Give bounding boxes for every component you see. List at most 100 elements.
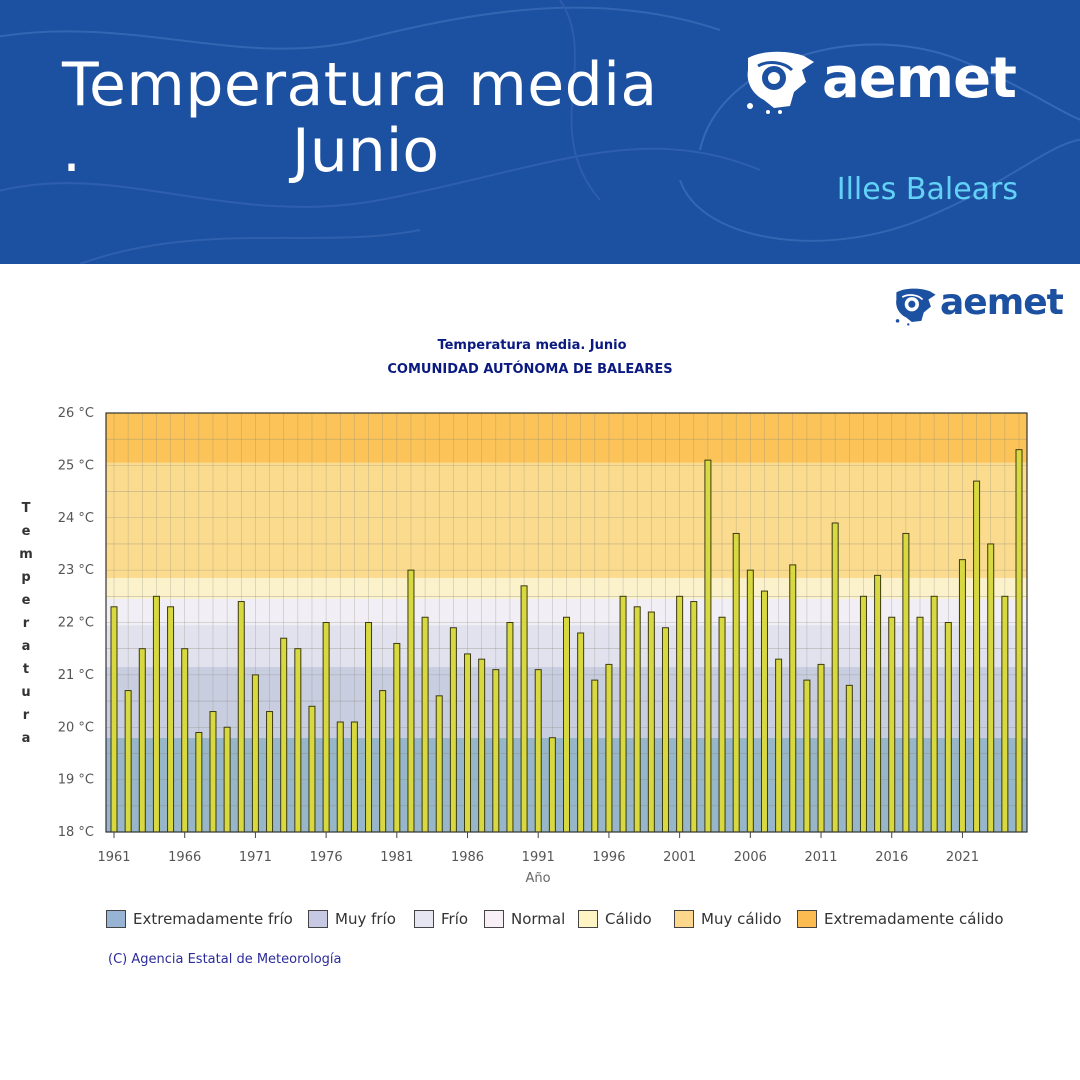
x-tick-label: 2001: [663, 850, 696, 865]
bar-1967: [195, 731, 203, 833]
y-tick-label: 25 °C: [58, 458, 94, 473]
bar-1968: [209, 711, 217, 833]
bar-2019: [930, 595, 938, 833]
y-tick-label: 21 °C: [58, 668, 94, 683]
bar-1966: [181, 648, 189, 833]
band-6: [106, 413, 1027, 463]
legend-item: Frío: [414, 906, 468, 932]
x-tick-label: 1991: [522, 850, 555, 865]
y-tick-label: 19 °C: [58, 773, 94, 788]
bar-1994: [577, 632, 585, 833]
banner-title-line-1: Temperatura media: [62, 50, 658, 120]
bar-2013: [845, 684, 853, 833]
band-5: [106, 462, 1027, 578]
aemet-banner-logo: aemet: [744, 46, 1024, 114]
bar-1987: [478, 658, 486, 833]
bar-1989: [506, 622, 514, 833]
bar-2014: [859, 595, 867, 833]
bar-1998: [633, 606, 641, 833]
legend-item: Muy cálido: [674, 906, 782, 932]
aemet-chart-logo: aemet: [894, 282, 1080, 328]
banner-swirl-decoration: [0, 0, 1080, 264]
bar-2025: [1015, 449, 1023, 833]
y-axis-label-char: e: [22, 524, 31, 539]
bar-1970: [237, 601, 245, 833]
legend-label: Extremadamente cálido: [824, 910, 1004, 928]
y-axis-label-char: T: [22, 501, 31, 516]
bar-1979: [365, 622, 373, 833]
x-tick-label: 2011: [804, 850, 837, 865]
bar-2024: [1001, 595, 1009, 833]
y-axis-label-char: m: [19, 547, 33, 562]
bar-1993: [563, 616, 570, 833]
bar-1973: [280, 637, 288, 833]
bar-1991: [534, 669, 542, 833]
x-tick-label: 1996: [592, 850, 625, 865]
bar-1969: [223, 726, 231, 833]
y-tick-label: 20 °C: [58, 720, 94, 735]
bar-2004: [718, 616, 726, 833]
bar-2010: [803, 679, 811, 833]
y-axis-label: Temperatura: [19, 501, 33, 746]
bar-2018: [916, 616, 924, 833]
legend-item: Extremadamente cálido: [797, 906, 1004, 932]
bar-1988: [492, 669, 500, 833]
x-tick-label: 1986: [451, 850, 484, 865]
legend-swatch: [797, 910, 817, 928]
y-axis-label-char: r: [23, 708, 30, 723]
x-axis-ticks: 1961 1966 1971 1976 1981 1986 1991 1996 2001 2006…: [97, 832, 979, 865]
y-axis-label-char: e: [22, 593, 31, 608]
bar-1975: [308, 705, 316, 833]
legend-label: Frío: [441, 910, 469, 928]
chart-legend: Extremadamente frío Muy frío Frío Normal Cál…: [106, 906, 1046, 932]
bar-1963: [138, 648, 146, 833]
bar-2005: [732, 532, 740, 833]
x-tick-label: 1976: [310, 850, 343, 865]
bar-2003: [704, 459, 712, 833]
bar-1983: [421, 616, 429, 833]
legend-swatch: [484, 910, 504, 928]
temperature-bar-chart: Temperatura media. Junio COMUNIDAD AUTÓN…: [19, 338, 1028, 886]
bar-1964: [152, 595, 160, 833]
bar-2012: [831, 522, 839, 833]
legend-item: Muy frío: [308, 906, 396, 932]
bar-2011: [817, 663, 825, 833]
banner-title-dot: .: [62, 116, 82, 186]
legend-item: Cálido: [578, 906, 652, 932]
legend-label: Cálido: [605, 910, 652, 928]
x-tick-label: 1971: [239, 850, 272, 865]
aemet-logo-icon: [747, 51, 814, 114]
bar-1990: [520, 585, 528, 833]
bar-2015: [874, 574, 882, 833]
bar-2009: [789, 564, 797, 833]
legend-swatch: [674, 910, 694, 928]
y-tick-label: 18 °C: [58, 825, 94, 840]
bar-1986: [464, 653, 472, 833]
bar-2001: [676, 595, 684, 833]
bar-1995: [591, 679, 599, 833]
bar-1982: [407, 569, 415, 833]
y-tick-label: 23 °C: [58, 563, 94, 578]
chart-title: Temperatura media. Junio: [437, 338, 626, 353]
legend-label: Muy cálido: [701, 910, 782, 928]
bar-1997: [619, 595, 627, 833]
bar-1971: [251, 674, 259, 833]
banner-title-line-2: Junio: [292, 116, 440, 186]
bar-2021: [958, 559, 966, 833]
bar-2016: [888, 616, 896, 833]
x-tick-label: 1981: [380, 850, 413, 865]
legend-label: Normal: [511, 910, 566, 928]
bar-1980: [379, 690, 387, 833]
y-axis-label-char: u: [21, 685, 30, 700]
legend-label: Extremadamente frío: [133, 910, 293, 928]
bar-1974: [294, 648, 302, 833]
bar-1972: [266, 711, 274, 833]
legend-swatch: [308, 910, 328, 928]
legend-item: Extremadamente frío: [106, 906, 293, 932]
aemet-logo-wordmark: aemet: [940, 282, 1064, 323]
bar-1985: [449, 627, 457, 833]
x-tick-label: 2006: [734, 850, 767, 865]
bar-1992: [548, 737, 556, 833]
bar-2008: [775, 658, 783, 833]
y-axis-label-char: r: [23, 616, 30, 631]
